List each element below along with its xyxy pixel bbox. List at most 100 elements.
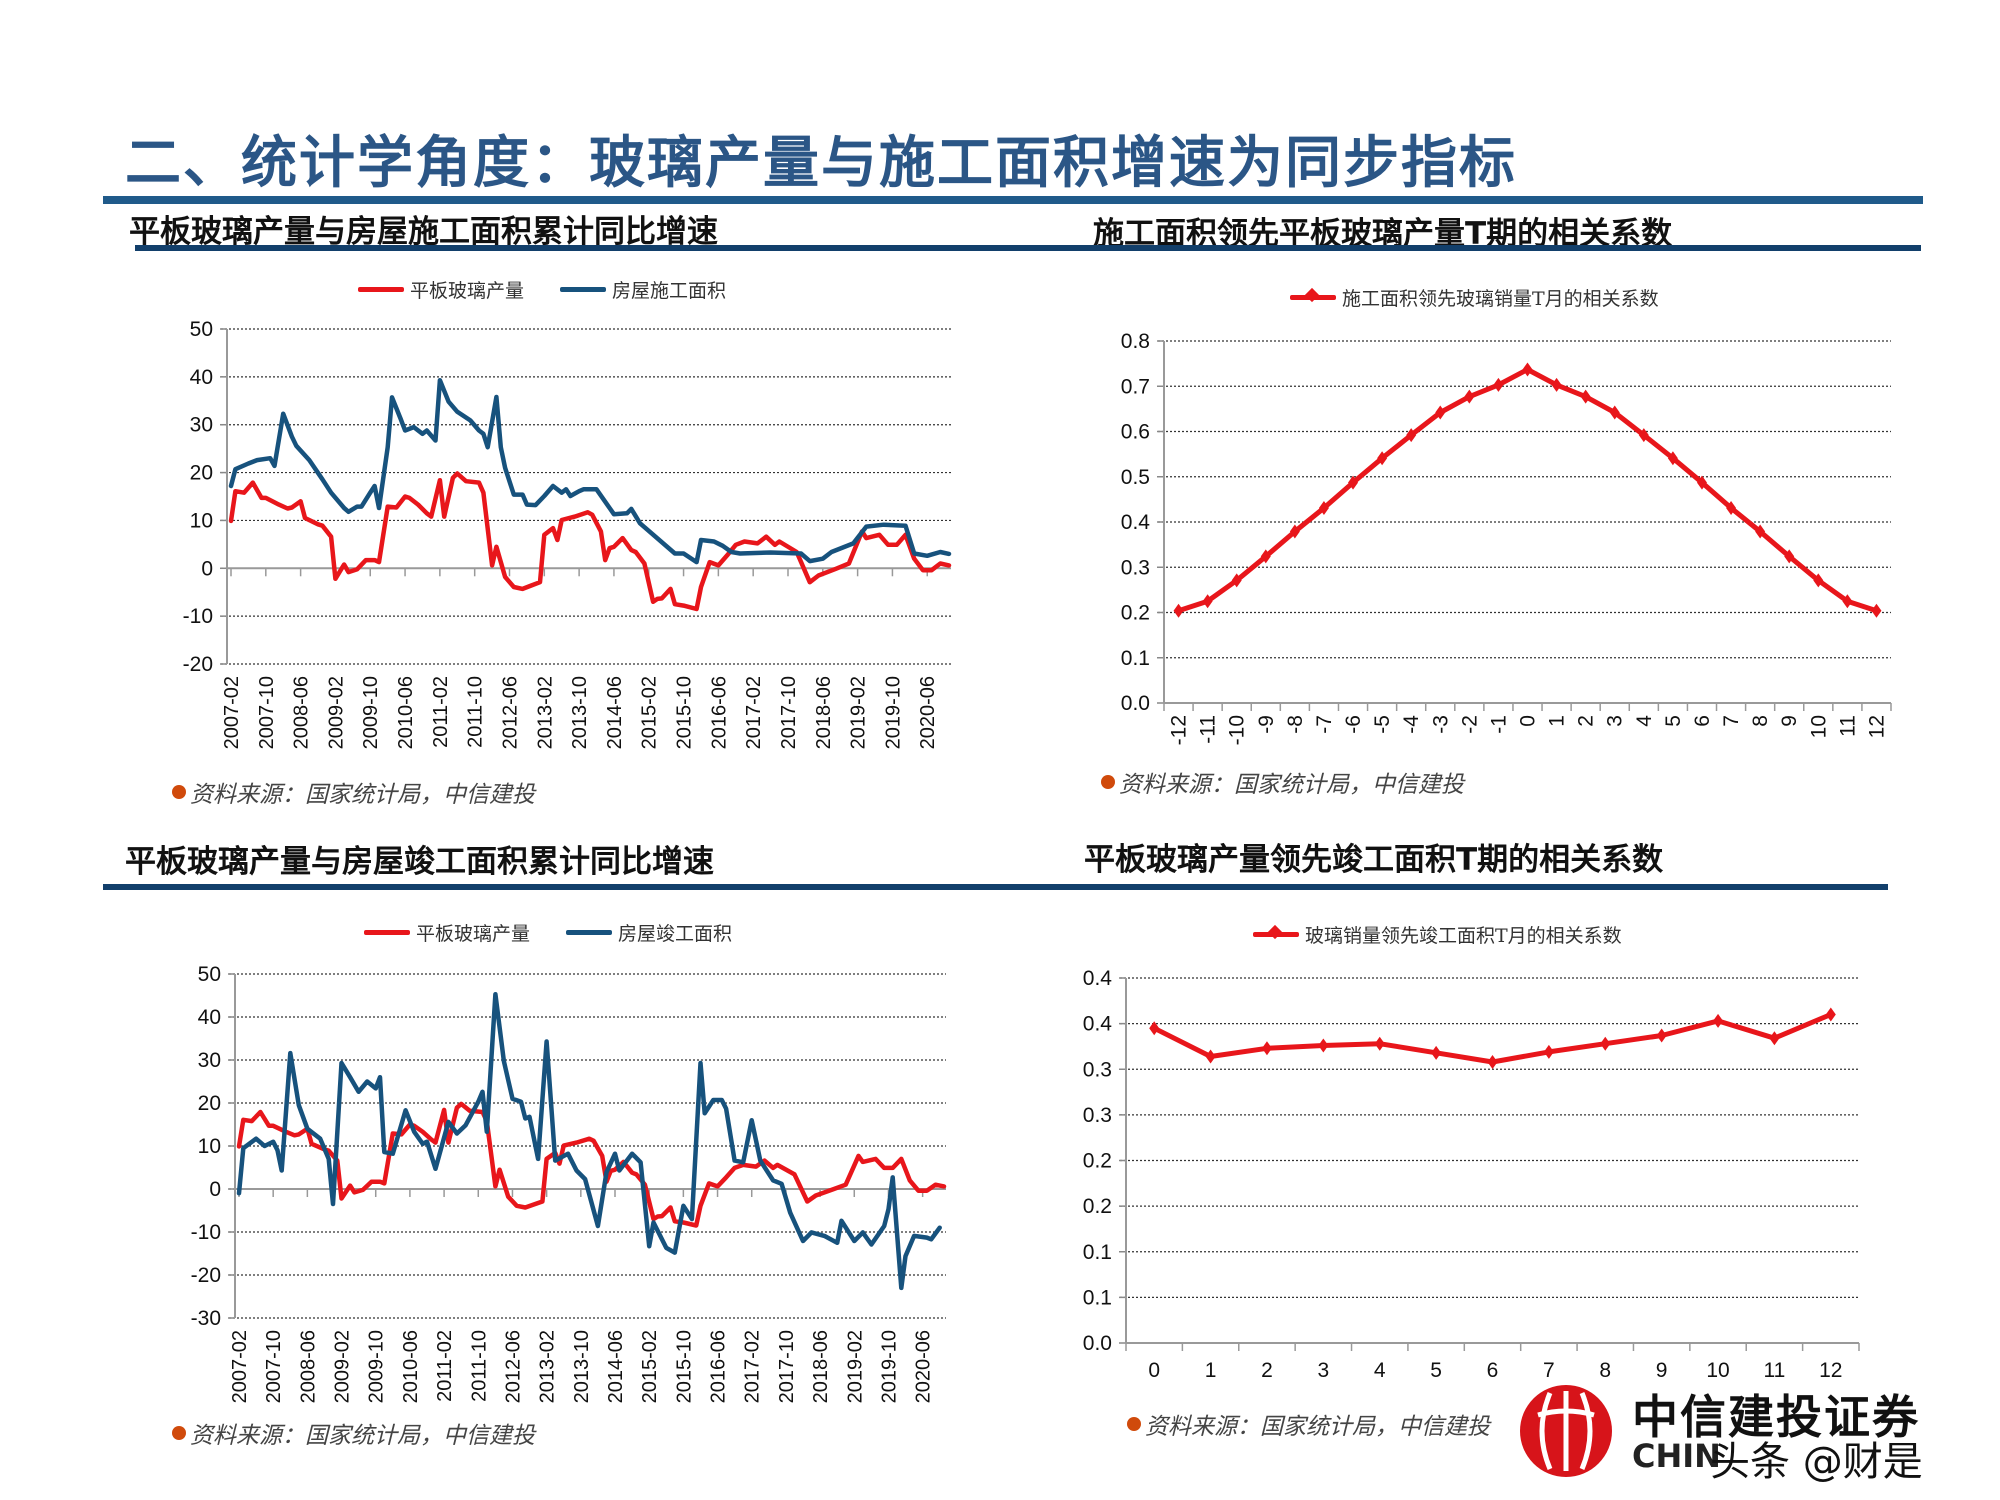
y-tick-label: 0.1 (1083, 1241, 1112, 1264)
panel-1-source: 资料来源：国家统计局，中信建投 (172, 775, 535, 809)
y-tick-label: 10 (198, 1135, 221, 1158)
y-tick-label: 50 (198, 963, 221, 986)
bullet-icon (172, 785, 186, 799)
data-point-marker (1406, 428, 1417, 443)
x-tick-label: 2013-02 (534, 676, 556, 749)
bullet-icon (172, 1426, 186, 1440)
page-title: 二、统计学角度：玻璃产量与施工面积增速为同步指标 (125, 131, 1517, 196)
data-point-marker (1487, 1054, 1498, 1069)
x-tick-label: 2011-10 (468, 1330, 490, 1402)
legend-item-glass: 平板玻璃产量 (358, 276, 524, 303)
data-point-marker (1600, 1036, 1611, 1051)
x-tick-label: 2009-10 (360, 676, 382, 749)
data-point-marker (1713, 1013, 1724, 1028)
x-tick-label: 2 (1575, 715, 1598, 727)
x-tick-label: 12 (1865, 715, 1888, 738)
legend-swatch (560, 287, 607, 292)
title-rule (103, 196, 1923, 204)
legend-label: 平板玻璃产量 (416, 923, 531, 945)
x-tick-label: 2014-06 (605, 1330, 627, 1403)
y-tick-label: 40 (198, 1006, 221, 1029)
data-point-marker (1348, 475, 1359, 490)
legend-swatch (358, 287, 404, 292)
x-tick-label: -3 (1429, 715, 1452, 734)
x-tick-label: 11 (1836, 715, 1859, 737)
x-tick-label: 2013-10 (569, 676, 591, 749)
y-tick-label: 0.1 (1121, 647, 1150, 670)
y-tick-label: 0.4 (1083, 967, 1113, 990)
legend-label: 施工面积领先玻璃销量T月的相关系数 (1342, 288, 1659, 310)
y-tick-label: 0.3 (1083, 1058, 1112, 1081)
x-tick-label: 11 (1764, 1359, 1786, 1382)
legend-item-correlation: 玻璃销量领先竣工面积T月的相关系数 (1253, 921, 1622, 948)
x-tick-label: 2019-10 (882, 676, 904, 749)
source-text: 资料来源：国家统计局，中信建投 (190, 782, 535, 808)
panel-2-source: 资料来源：国家统计局，中信建投 (1101, 765, 1464, 799)
y-tick-label: 0.3 (1121, 556, 1150, 579)
x-tick-label: -5 (1371, 715, 1394, 734)
panel-4-source: 资料来源：国家统计局，中信建投 (1127, 1407, 1490, 1441)
x-tick-label: 2014-06 (604, 676, 626, 749)
data-point-marker (1667, 451, 1678, 466)
y-tick-label: -10 (183, 605, 213, 628)
y-tick-label: 0.1 (1083, 1286, 1112, 1309)
chart-3-legend: 平板玻璃产量 房屋竣工面积 (364, 919, 732, 946)
x-tick-label: -12 (1168, 715, 1191, 745)
x-tick-label: 2017-02 (743, 676, 765, 749)
data-point-marker (1374, 1036, 1385, 1051)
x-tick-label: 10 (1807, 715, 1830, 738)
source-text: 资料来源：国家统计局，中信建投 (190, 1423, 535, 1449)
x-tick-label: 2012-06 (499, 676, 521, 749)
x-tick-label: 0 (1148, 1359, 1160, 1382)
data-point-marker (1173, 603, 1184, 618)
x-tick-label: 2017-10 (776, 1330, 798, 1403)
x-tick-label: 2019-02 (848, 676, 870, 749)
x-tick-label: 2019-10 (878, 1330, 900, 1403)
chart-2-legend: 施工面积领先玻璃销量T月的相关系数 (1290, 284, 1659, 311)
data-point-marker (1431, 1045, 1442, 1060)
legend-item-glass: 平板玻璃产量 (364, 919, 530, 946)
y-tick-label: -20 (183, 653, 213, 676)
legend-item-construction: 房屋施工面积 (560, 276, 726, 303)
x-tick-label: 1 (1546, 715, 1569, 727)
panel-3-subtitle: 平板玻璃产量与房屋竣工面积累计同比增速 (125, 844, 714, 880)
company-logo: 中信建投证券 CHIN 头条 @财是 (1520, 1385, 1980, 1485)
y-tick-label: 0.0 (1121, 692, 1150, 715)
y-tick-label: 0.4 (1121, 511, 1151, 534)
y-tick-label: 0.0 (1083, 1332, 1112, 1355)
row-2-rule (103, 884, 1888, 890)
data-point-marker (1825, 1007, 1836, 1022)
y-tick-label: 30 (198, 1049, 221, 1072)
x-tick-label: -1 (1487, 715, 1510, 734)
x-tick-label: 2009-10 (366, 1330, 388, 1403)
data-point-marker (1377, 451, 1388, 466)
x-tick-label: 12 (1819, 1359, 1842, 1382)
data-point-marker (1638, 428, 1649, 443)
y-tick-label: 0.5 (1121, 466, 1150, 489)
x-tick-label: 10 (1706, 1359, 1729, 1382)
legend-label: 平板玻璃产量 (410, 280, 525, 302)
legend-swatch (1290, 287, 1336, 303)
legend-label: 玻璃销量领先竣工面积T月的相关系数 (1305, 925, 1622, 947)
x-tick-label: 2008-06 (291, 676, 313, 749)
x-tick-label: -10 (1226, 715, 1249, 745)
x-tick-label: 2007-10 (263, 1330, 285, 1403)
data-point-marker (1318, 500, 1329, 515)
y-tick-label: 0 (201, 557, 213, 580)
x-tick-label: -7 (1313, 715, 1336, 734)
y-tick-label: -10 (191, 1221, 221, 1244)
x-tick-label: -6 (1342, 715, 1365, 734)
data-point-marker (1261, 1041, 1272, 1056)
panel-4-subtitle: 平板玻璃产量领先竣工面积T期的相关系数 (1084, 842, 1664, 878)
x-tick-label: 2017-02 (742, 1330, 764, 1403)
x-tick-label: 9 (1656, 1359, 1668, 1382)
panel-3-source: 资料来源：国家统计局，中信建投 (172, 1416, 535, 1450)
data-point-marker (1656, 1028, 1667, 1043)
x-tick-label: 6 (1487, 1359, 1499, 1382)
x-tick-label: 2011-02 (430, 676, 452, 748)
logo-emblem-icon (1520, 1385, 1612, 1477)
data-point-marker (1551, 377, 1562, 392)
y-tick-label: -30 (191, 1307, 221, 1330)
x-tick-label: 0 (1517, 715, 1540, 727)
y-tick-label: 40 (190, 366, 213, 389)
